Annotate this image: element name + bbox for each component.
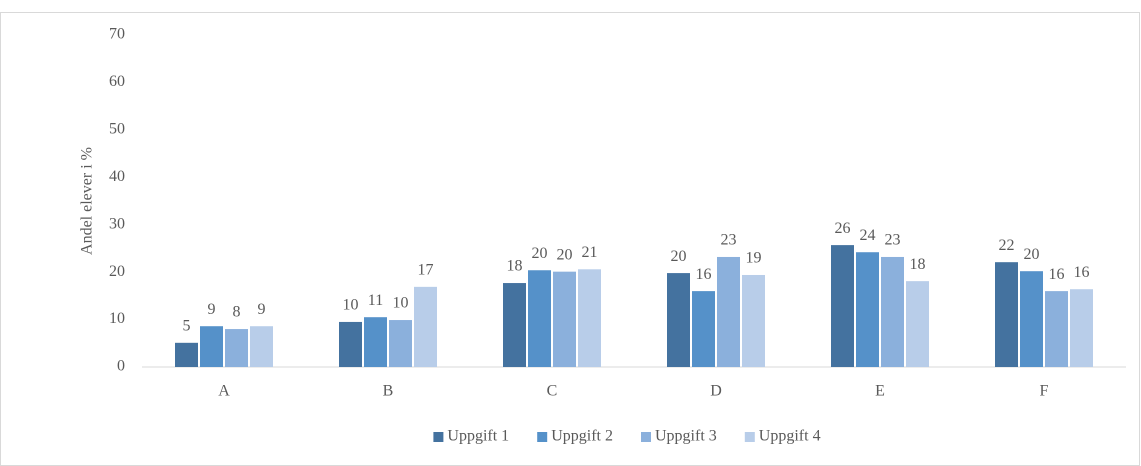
bar [389,320,412,367]
y-tick-label: 40 [109,168,125,185]
y-tick-label: 0 [117,358,125,375]
data-label: 17 [418,262,434,279]
bar [503,283,526,367]
bar [414,286,437,367]
y-tick-label: 60 [109,73,125,90]
chart-border [0,12,1140,466]
data-label: 20 [671,248,687,265]
bar [717,256,740,367]
bar [364,317,387,367]
data-label: 18 [910,256,926,273]
data-label: 23 [885,232,901,249]
legend-label: Uppgift 1 [447,428,509,445]
legend-swatch [537,432,548,442]
data-label: 23 [721,232,737,249]
bar [225,329,248,367]
bar [528,270,551,367]
bar [1020,271,1043,367]
bar [250,326,273,367]
bar [906,281,929,367]
y-axis-label: Andel elever i % [79,147,96,255]
x-tick-label: F [1040,383,1049,400]
bar [578,269,601,367]
legend-label: Uppgift 2 [551,428,613,445]
bar [831,245,854,367]
bar [1070,289,1093,367]
data-label: 16 [1049,266,1065,283]
data-label: 16 [1074,264,1090,281]
bar [742,274,765,367]
legend-swatch [744,432,755,442]
y-tick-label: 20 [109,263,125,280]
data-label: 18 [507,258,523,275]
data-label: 5 [183,317,191,334]
data-label: 9 [258,301,266,318]
bar [339,321,362,367]
bar [1045,291,1068,367]
data-label: 16 [696,266,712,283]
y-tick-label: 10 [109,310,125,327]
data-label: 10 [343,297,359,314]
y-tick-label: 30 [109,215,125,232]
bar [856,252,879,367]
data-label: 19 [746,250,762,267]
data-label: 10 [393,295,409,312]
data-label: 20 [1024,246,1040,263]
bar [881,256,904,367]
legend-label: Uppgift 3 [655,428,717,445]
y-tick-label: 70 [109,26,125,43]
bar [553,271,576,367]
bar [692,291,715,367]
data-label: 8 [233,304,241,321]
data-label: 11 [368,292,383,309]
bar [200,326,223,367]
x-tick-label: D [710,383,722,400]
x-tick-label: B [383,383,394,400]
y-tick-label: 50 [109,121,125,138]
data-label: 24 [860,227,876,244]
bar [995,262,1018,367]
data-label: 20 [532,245,548,262]
x-tick-label: E [875,383,885,400]
data-label: 26 [835,220,851,237]
x-tick-label: C [547,383,558,400]
legend-swatch [641,432,651,442]
bar [175,342,198,367]
data-label: 20 [557,246,573,263]
x-tick-label: A [218,383,230,400]
data-label: 21 [582,244,598,261]
bar [667,273,690,367]
legend-label: Uppgift 4 [759,428,821,445]
legend-swatch [433,432,444,442]
data-label: 22 [999,237,1015,254]
data-label: 9 [208,301,216,318]
